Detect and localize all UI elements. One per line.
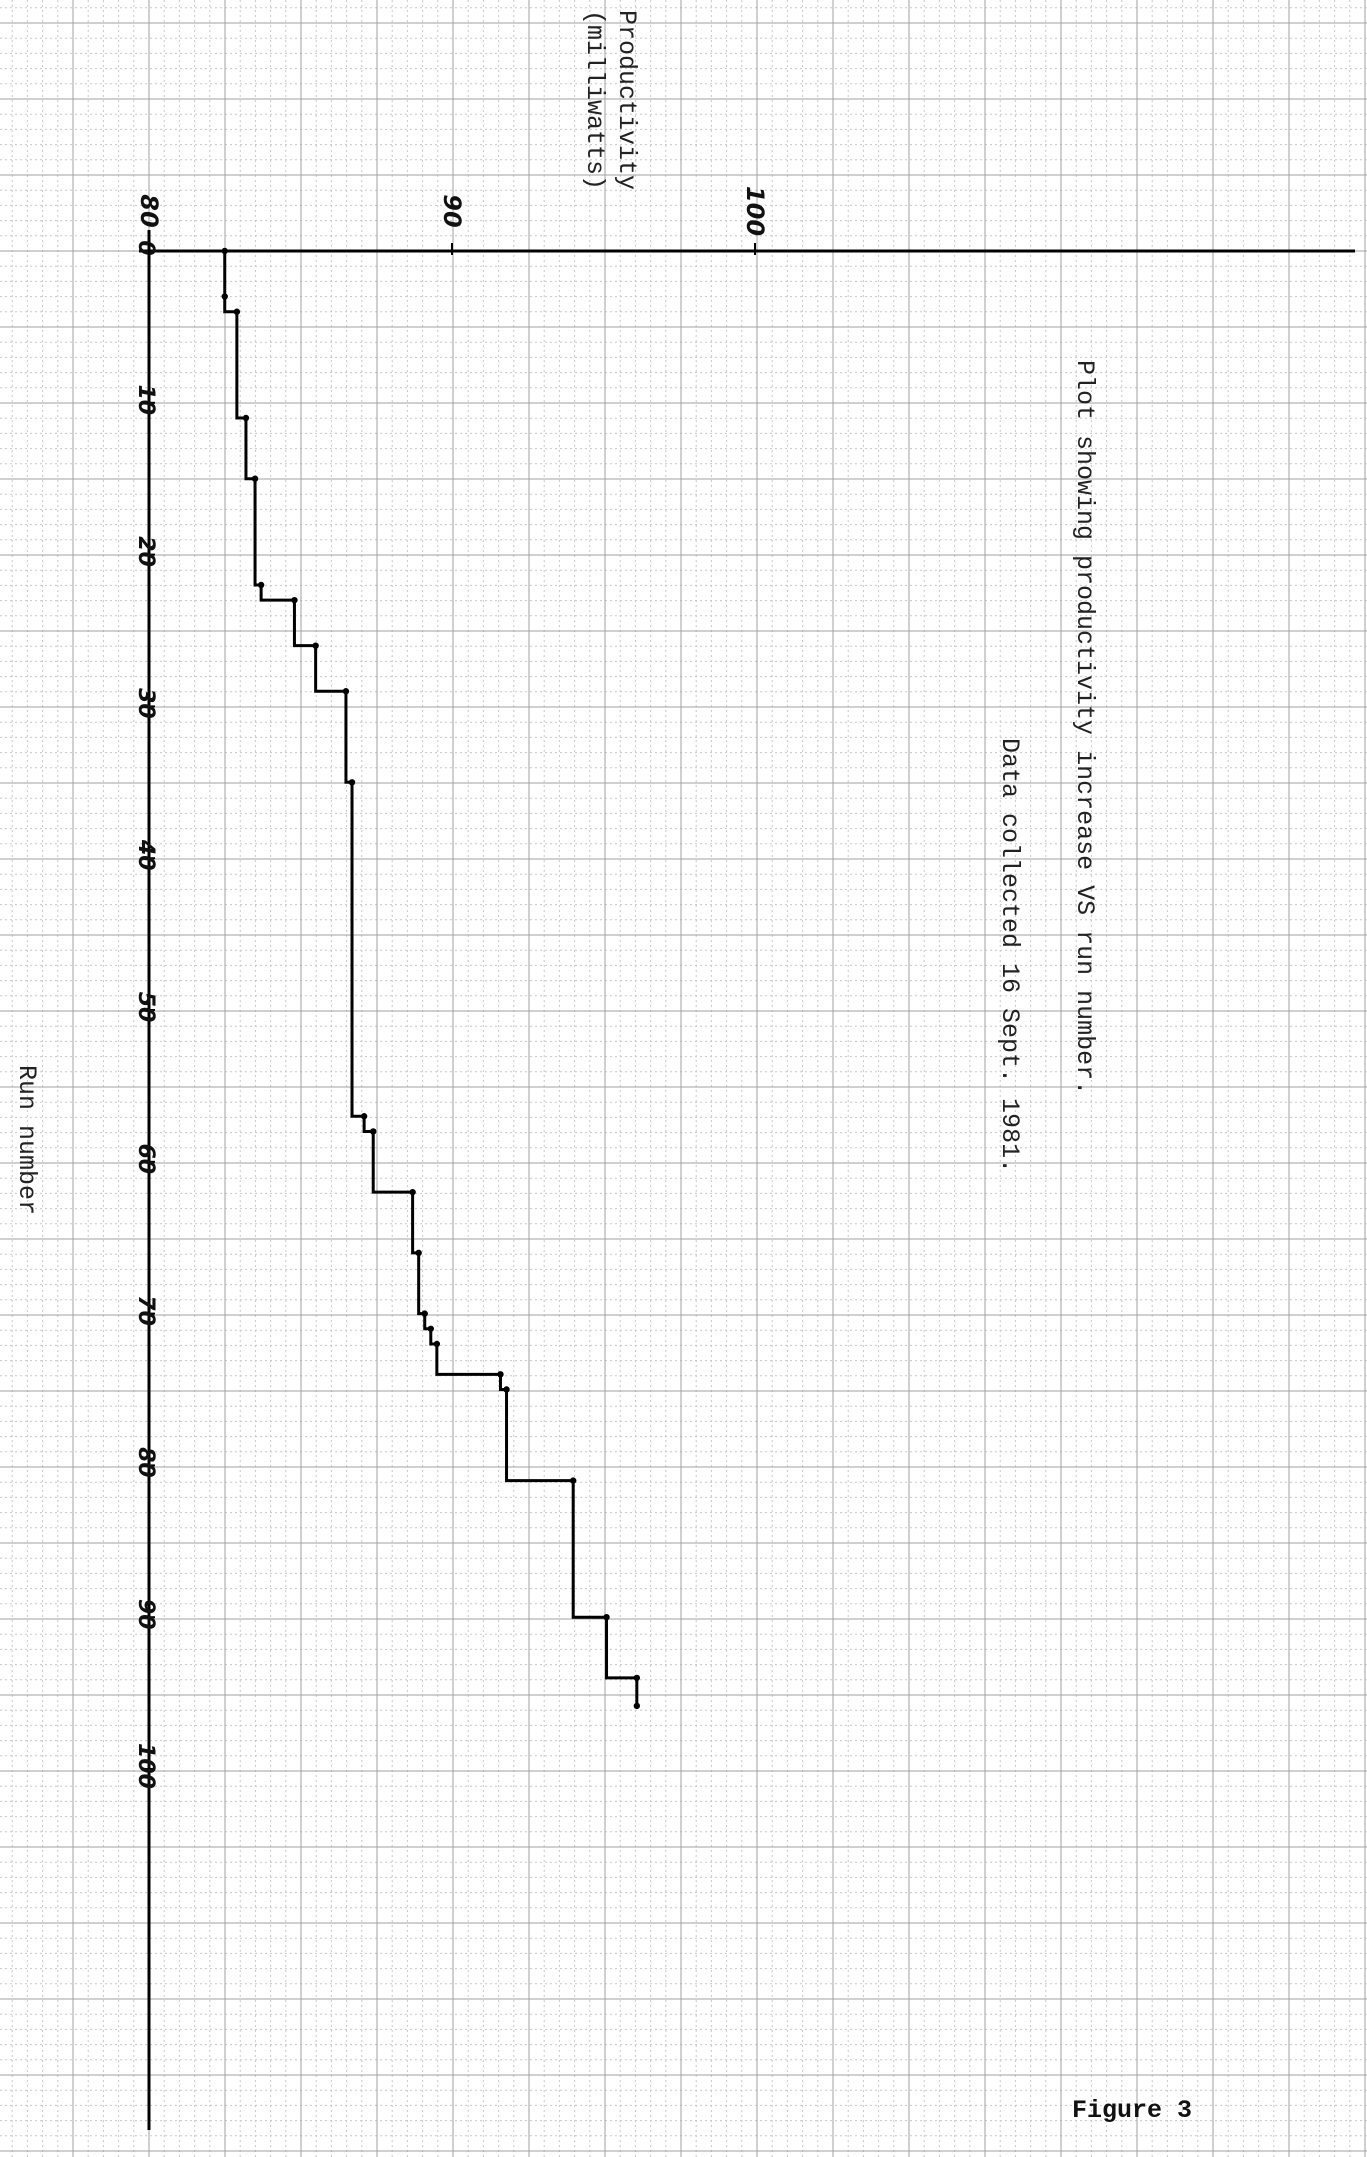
x-tick-label: 40 (133, 839, 158, 871)
data-point (312, 642, 319, 649)
data-point (348, 779, 356, 786)
chart-subtitle: Data collected 16 Sept. 1981. (995, 738, 1024, 1173)
x-tick-label: 60 (133, 1143, 158, 1174)
x-tick-label: 80 (133, 1447, 158, 1478)
data-point (570, 1477, 577, 1484)
data-point (342, 688, 350, 695)
series-group (221, 247, 641, 1710)
data-point (242, 414, 250, 422)
y-tick-label: 80 (135, 194, 163, 227)
x-tick-label: 30 (133, 688, 158, 719)
x-tick-label: 20 (133, 536, 158, 567)
data-point (603, 1614, 610, 1621)
x-tick-label: 100 (133, 1743, 158, 1789)
x-axis-label: Run number (12, 1065, 41, 1215)
data-point (503, 1386, 510, 1393)
y-axis-label-line-2: (milliwatts) (580, 10, 609, 190)
x-tick-label: 90 (133, 1599, 158, 1630)
chart-title: Plot showing productivity increase VS ru… (1070, 360, 1099, 1095)
data-point (360, 1113, 368, 1120)
y-tick-label: 90 (438, 194, 466, 227)
data-point (415, 1249, 422, 1257)
data-point (233, 308, 241, 315)
data-point (370, 1128, 377, 1135)
x-ticks: 0 10 20 30 40 50 60 70 80 90 100 (133, 240, 158, 1789)
x-tick-label: 0 (133, 240, 158, 255)
x-tick-label: 10 (133, 384, 158, 415)
data-point (497, 1371, 504, 1378)
data-point (409, 1188, 416, 1196)
data-point (251, 475, 259, 482)
x-tick-label: 50 (133, 992, 158, 1023)
y-tick-label: 100 (741, 186, 769, 236)
data-point (421, 1310, 428, 1317)
y-axis-label-line-1: Productivity (612, 10, 641, 190)
data-point (427, 1325, 434, 1332)
x-tick-label: 70 (133, 1295, 158, 1326)
y-ticks: 80 90 100 (135, 186, 769, 255)
data-point (291, 596, 298, 604)
figure-label: Figure 3 (1072, 2096, 1192, 2125)
data-point (221, 247, 228, 255)
data-point-end (633, 1702, 641, 1710)
data-point (221, 293, 228, 300)
data-point (257, 581, 265, 589)
series-line (223, 251, 639, 1706)
data-point (633, 1674, 641, 1682)
data-point (433, 1340, 441, 1348)
